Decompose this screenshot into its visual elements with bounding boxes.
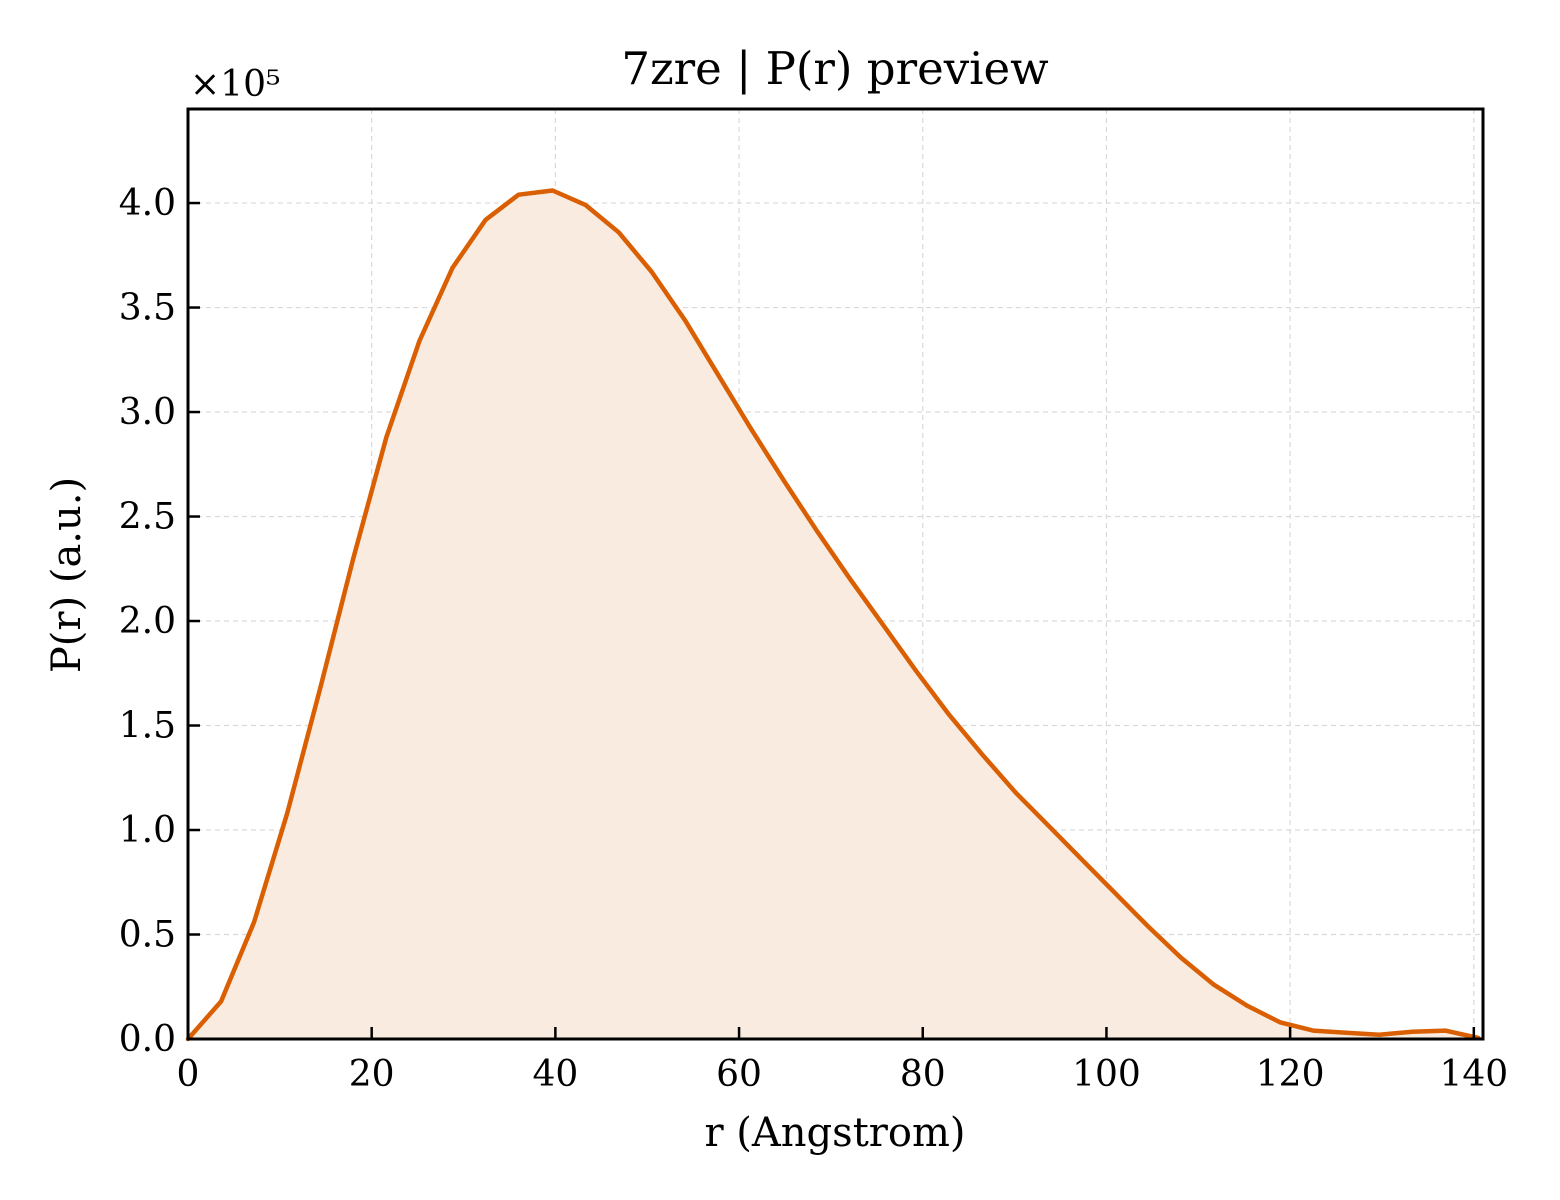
y-tick-label: 3.5 <box>119 288 176 329</box>
x-tick-label: 120 <box>1256 1054 1325 1095</box>
x-tick-label: 60 <box>716 1054 762 1095</box>
y-offset-label: ×10⁵ <box>190 64 280 105</box>
area-fill <box>188 190 1479 1039</box>
y-axis-label: P(r) (a.u.) <box>44 477 90 673</box>
y-tick-label: 1.0 <box>119 810 176 851</box>
x-tick-label: 20 <box>349 1054 395 1095</box>
plot-frame <box>186 107 1485 1041</box>
y-tick-label: 2.0 <box>119 601 176 642</box>
y-tick-label: 2.5 <box>119 497 176 538</box>
y-tick-label: 0.5 <box>119 915 176 956</box>
x-tick-label: 40 <box>532 1054 578 1095</box>
y-tick-label: 0.0 <box>119 1019 176 1060</box>
x-tick-label: 100 <box>1072 1054 1141 1095</box>
x-axis-label: r (Angstrom) <box>704 1110 965 1156</box>
x-tick-label: 0 <box>177 1054 200 1095</box>
series-line <box>185 188 1481 1042</box>
y-tick-label: 4.0 <box>119 183 176 224</box>
x-tick-label: 140 <box>1439 1054 1508 1095</box>
y-tick-label: 1.5 <box>119 706 176 747</box>
y-tick-label: 3.0 <box>119 392 176 433</box>
x-tick-label: 80 <box>900 1054 946 1095</box>
ticks: 0 20 40 60 80 100 120 140 0.0 0.5 1.0 1.5 2.0 2.5 3.0 3… <box>119 183 1508 1095</box>
chart-title: 7zre | P(r) preview <box>621 42 1048 95</box>
